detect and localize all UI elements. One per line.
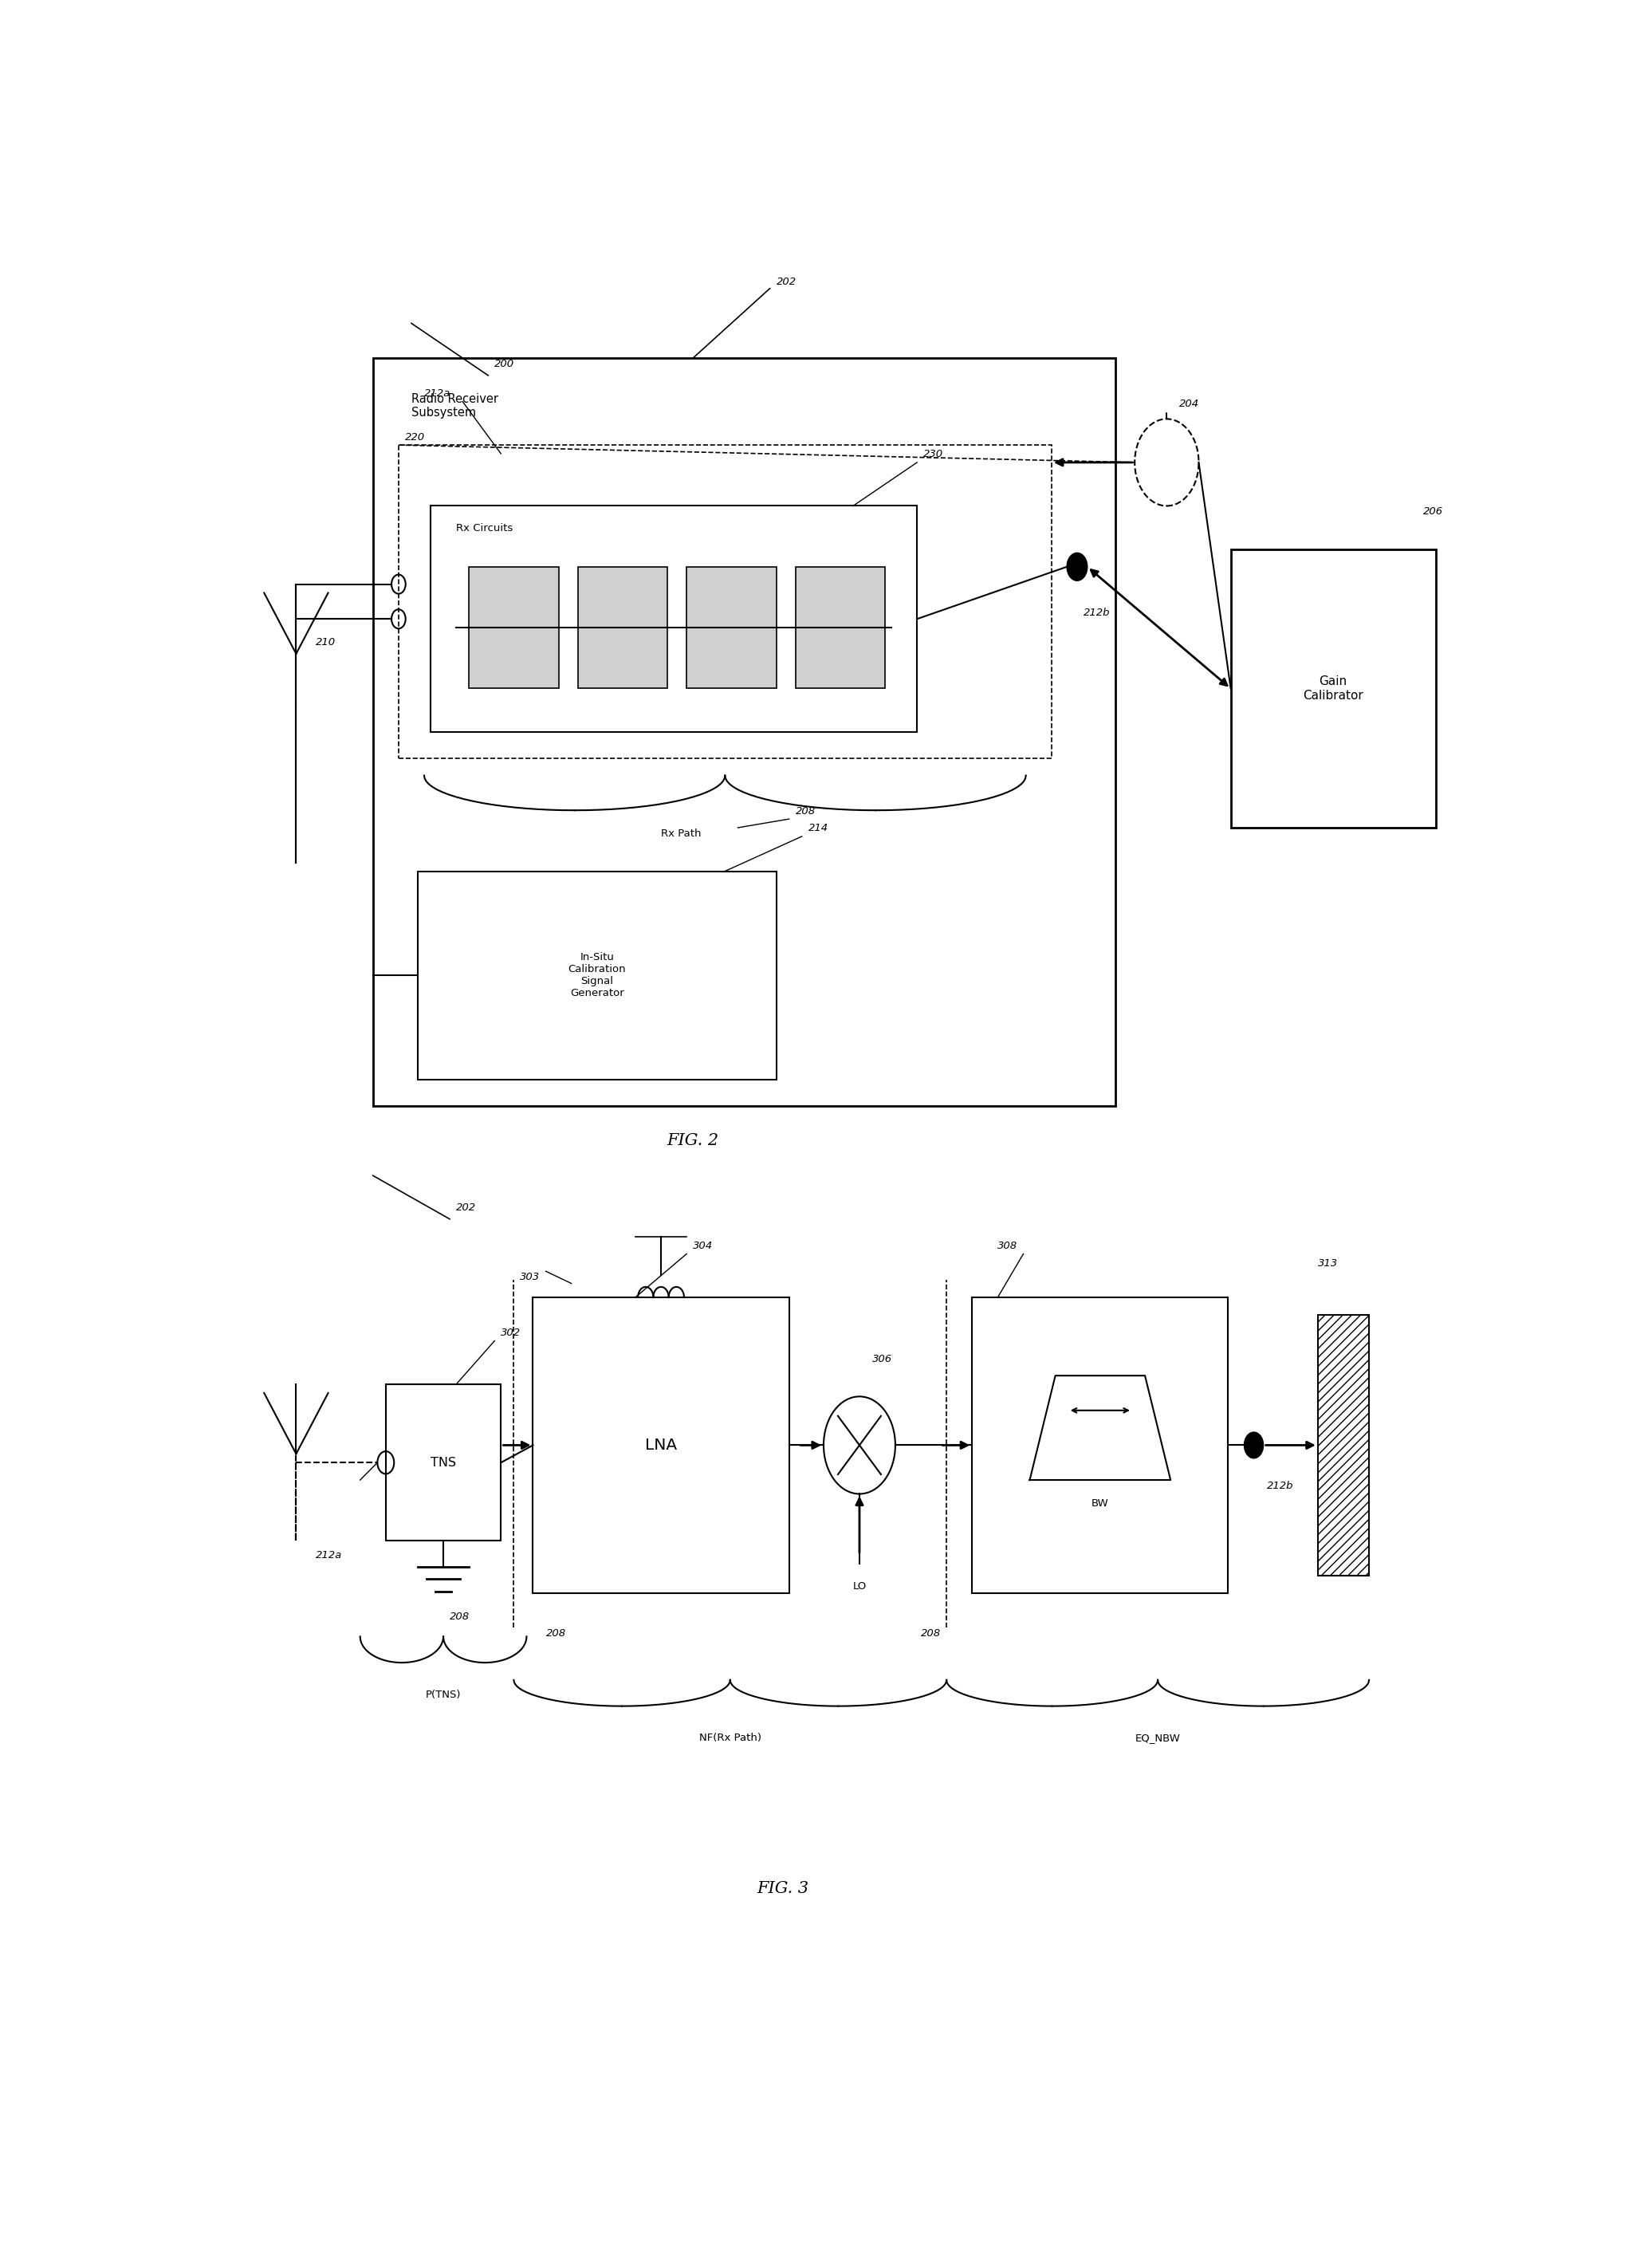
FancyBboxPatch shape (469, 567, 558, 689)
Text: 220: 220 (405, 431, 425, 443)
Text: 313: 313 (1318, 1258, 1338, 1267)
Text: 212b: 212b (1084, 608, 1110, 619)
Text: 230: 230 (923, 450, 943, 459)
Text: 208: 208 (545, 1629, 567, 1640)
FancyBboxPatch shape (387, 1385, 501, 1541)
Text: Gain
Calibrator: Gain Calibrator (1303, 675, 1363, 703)
FancyBboxPatch shape (796, 567, 885, 689)
Text: 202: 202 (776, 278, 796, 287)
Text: BW: BW (1092, 1498, 1108, 1509)
Text: 212a: 212a (316, 1550, 342, 1561)
Text: Rx Circuits: Rx Circuits (456, 524, 514, 533)
FancyBboxPatch shape (687, 567, 776, 689)
FancyBboxPatch shape (534, 1297, 790, 1593)
Text: 212a: 212a (425, 389, 451, 398)
Circle shape (1244, 1432, 1264, 1459)
Text: 308: 308 (998, 1240, 1018, 1251)
FancyBboxPatch shape (431, 506, 917, 732)
Text: NF(Rx Path): NF(Rx Path) (699, 1733, 762, 1744)
Text: 210: 210 (316, 637, 335, 648)
Text: 214: 214 (808, 822, 828, 834)
Text: Radio Receiver
Subsystem: Radio Receiver Subsystem (411, 393, 499, 418)
Text: 208: 208 (449, 1611, 469, 1622)
Text: 212b: 212b (1267, 1480, 1294, 1491)
Text: EQ_NBW: EQ_NBW (1135, 1733, 1181, 1744)
FancyBboxPatch shape (578, 567, 667, 689)
FancyBboxPatch shape (971, 1297, 1227, 1593)
Text: 206: 206 (1422, 506, 1442, 517)
Text: 303: 303 (520, 1272, 540, 1283)
Text: 304: 304 (694, 1240, 714, 1251)
Text: 302: 302 (501, 1328, 520, 1337)
Text: FIG. 3: FIG. 3 (757, 1882, 808, 1895)
Circle shape (1067, 553, 1087, 581)
FancyBboxPatch shape (418, 872, 776, 1080)
Text: LO: LO (852, 1581, 866, 1593)
Text: 208: 208 (920, 1629, 942, 1640)
Text: TNS: TNS (431, 1457, 456, 1468)
Text: P(TNS): P(TNS) (426, 1690, 461, 1699)
Text: In-Situ
Calibration
Signal
Generator: In-Situ Calibration Signal Generator (568, 953, 626, 998)
Text: 202: 202 (456, 1202, 476, 1213)
FancyBboxPatch shape (373, 357, 1115, 1107)
Text: Rx Path: Rx Path (661, 829, 700, 838)
Text: 200: 200 (494, 359, 515, 368)
Text: LNA: LNA (644, 1437, 677, 1453)
Text: 208: 208 (796, 806, 816, 815)
FancyBboxPatch shape (1231, 549, 1436, 827)
Text: 204: 204 (1180, 400, 1199, 409)
Text: 306: 306 (872, 1353, 892, 1364)
Text: FIG. 2: FIG. 2 (667, 1134, 719, 1148)
FancyBboxPatch shape (1318, 1315, 1370, 1577)
